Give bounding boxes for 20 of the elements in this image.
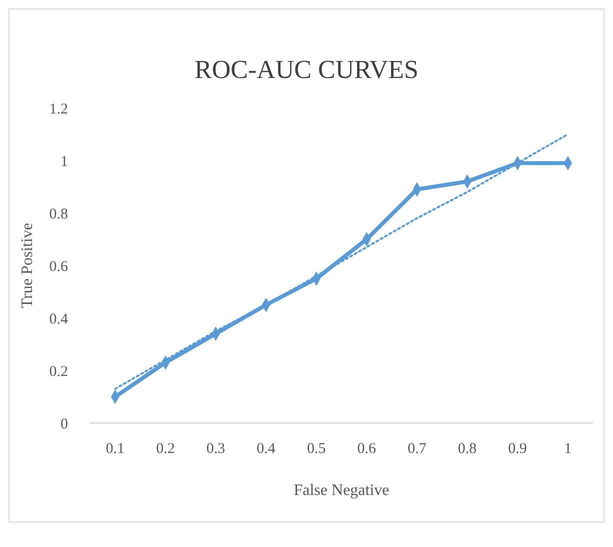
y-tick-label: 0.6 — [49, 258, 68, 275]
x-tick-label: 0.1 — [106, 441, 125, 457]
x-tick-label: 0.9 — [508, 441, 527, 457]
x-tick-label: 0.4 — [256, 441, 276, 457]
x-tick-label: 0.3 — [206, 441, 226, 457]
y-tick-label: 0.8 — [49, 206, 68, 222]
y-axis-title: True Positive — [19, 222, 36, 308]
x-tick-label: 1 — [564, 441, 572, 457]
y-tick-label: 0 — [60, 416, 68, 432]
x-tick-label: 0.8 — [458, 441, 477, 457]
y-tick-label: 0.4 — [49, 311, 68, 328]
x-tick-label: 0.5 — [306, 441, 326, 457]
x-tick-label: 0.6 — [357, 441, 377, 457]
y-tick-label: 1.2 — [49, 101, 68, 118]
chart-title: ROC-AUC CURVES — [194, 55, 419, 84]
x-tick-label: 0.7 — [408, 441, 427, 457]
x-tick-label: 0.2 — [156, 441, 175, 457]
y-tick-label: 0.2 — [49, 364, 68, 380]
y-tick-label: 1 — [60, 154, 68, 170]
x-axis-title: False Negative — [294, 482, 390, 499]
